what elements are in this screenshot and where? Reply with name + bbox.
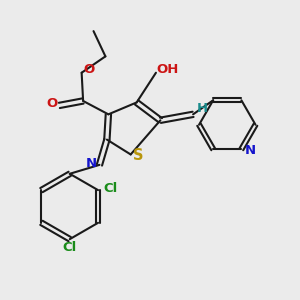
Text: H: H (197, 103, 208, 116)
Text: OH: OH (157, 63, 179, 76)
Text: O: O (46, 98, 58, 110)
Text: N: N (85, 158, 97, 170)
Text: N: N (245, 144, 256, 157)
Text: Cl: Cl (103, 182, 118, 195)
Text: O: O (83, 63, 95, 76)
Text: Cl: Cl (63, 241, 77, 254)
Text: S: S (133, 148, 143, 164)
